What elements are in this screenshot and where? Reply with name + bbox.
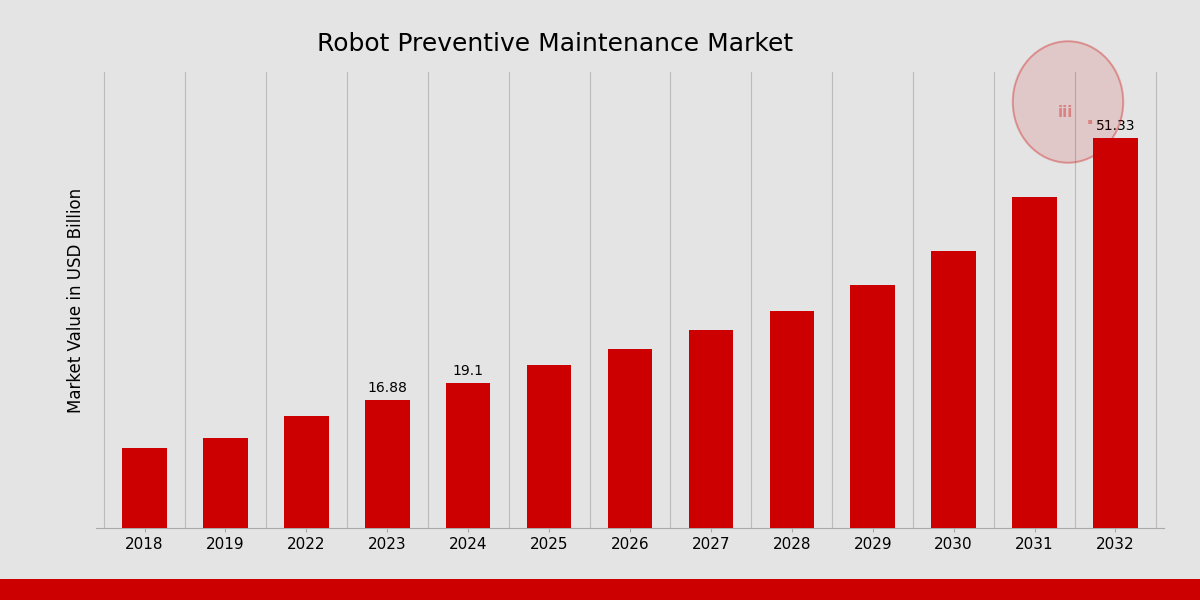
Bar — [607, 349, 653, 528]
Bar — [931, 251, 976, 528]
Text: 16.88: 16.88 — [367, 381, 407, 395]
Bar — [284, 416, 329, 528]
Bar — [1093, 138, 1138, 528]
Bar — [851, 285, 895, 528]
Text: .: . — [1086, 108, 1093, 128]
Title: Robot Preventive Maintenance Market: Robot Preventive Maintenance Market — [317, 32, 793, 56]
Text: iii: iii — [1058, 105, 1073, 120]
Text: 51.33: 51.33 — [1096, 119, 1135, 133]
Circle shape — [1013, 41, 1123, 163]
Bar — [446, 383, 491, 528]
Text: 19.1: 19.1 — [452, 364, 484, 378]
Bar — [122, 448, 167, 528]
Bar — [689, 331, 733, 528]
Bar — [203, 439, 247, 528]
Bar — [527, 365, 571, 528]
Bar — [769, 311, 814, 528]
Bar — [365, 400, 409, 528]
Y-axis label: Market Value in USD Billion: Market Value in USD Billion — [67, 187, 85, 413]
Bar — [1013, 197, 1057, 528]
